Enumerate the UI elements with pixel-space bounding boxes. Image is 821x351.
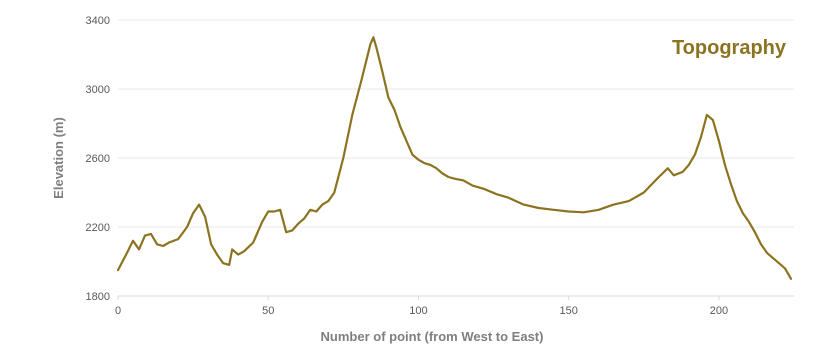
y-tick-label-3000: 3000 <box>86 84 110 96</box>
y-axis-title: Elevation (m) <box>51 117 66 199</box>
x-tick-label-150: 150 <box>559 305 577 317</box>
chart-title: Topography <box>672 37 787 59</box>
y-tick-label-2600: 2600 <box>86 153 110 165</box>
x-axis-title: Number of point (from West to East) <box>321 329 544 344</box>
x-tick-label-100: 100 <box>409 305 427 317</box>
x-tick-label-50: 50 <box>262 305 274 317</box>
tick-labels: 1800 2200 2600 3000 3400 0 50 100 150 200 <box>86 15 729 317</box>
y-tick-label-2200: 2200 <box>86 222 110 234</box>
axes <box>117 295 794 300</box>
y-tick-label-1800: 1800 <box>86 291 110 303</box>
x-tick-label-200: 200 <box>710 305 728 317</box>
y-tick-label-3400: 3400 <box>86 15 110 27</box>
series-layer <box>116 36 793 280</box>
series-line-elevation <box>116 36 793 280</box>
gridlines <box>118 19 794 228</box>
x-tick-label-0: 0 <box>115 305 121 317</box>
